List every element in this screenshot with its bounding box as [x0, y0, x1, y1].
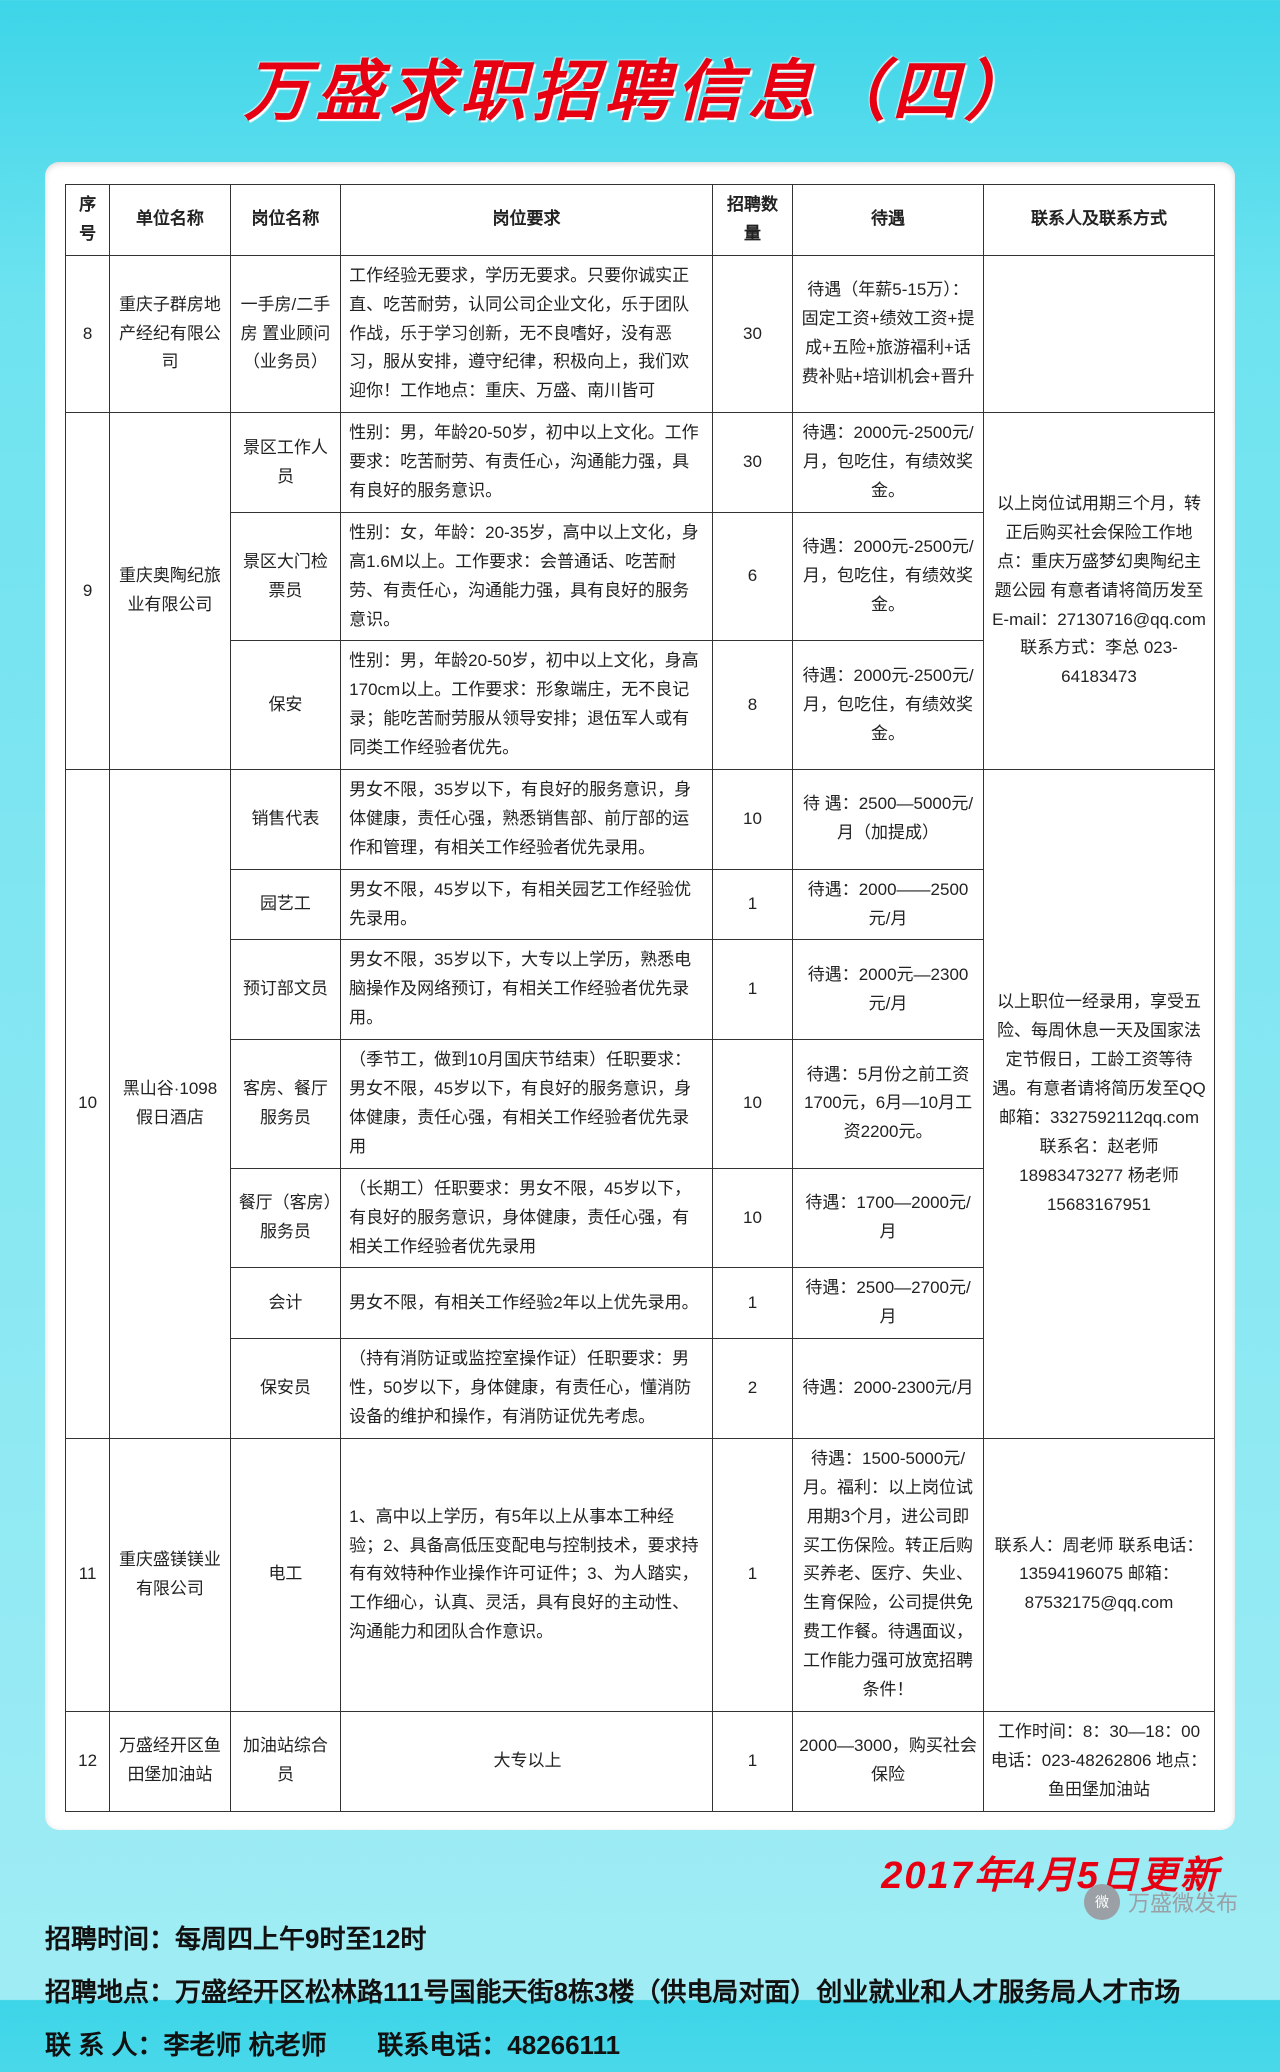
- cell-no: 8: [66, 255, 110, 412]
- cell-org: 重庆子群房地产经纪有限公司: [110, 255, 231, 412]
- cell-post: 园艺工: [230, 869, 340, 940]
- cell-org: 重庆奥陶纪旅业有限公司: [110, 413, 231, 770]
- cell-contact: [983, 255, 1214, 412]
- watermark-text: 万盛微发布: [1128, 1886, 1238, 1918]
- cell-treat: 待遇：2500—2700元/月: [793, 1268, 984, 1339]
- cell-treat: 待遇：2000-2300元/月: [793, 1339, 984, 1439]
- footer-line-contact: 联 系 人：李老师 杭老师 联系电话：48266111: [45, 2019, 1235, 2072]
- cell-req: 男女不限，35岁以下，有良好的服务意识，身体健康，责任心强，熟悉销售部、前厅部的…: [341, 770, 713, 870]
- cell-post: 加油站综合员: [230, 1711, 340, 1811]
- cell-treat: 待遇：2000元—2300元/月: [793, 940, 984, 1040]
- header-row: 序号 单位名称 岗位名称 岗位要求 招聘数量 待遇 联系人及联系方式: [66, 185, 1215, 256]
- cell-treat: 待遇：2000——2500元/月: [793, 869, 984, 940]
- cell-post: 景区大门检票员: [230, 512, 340, 641]
- cell-req: （长期工）任职要求：男女不限，45岁以下，有良好的服务意识，身体健康，责任心强，…: [341, 1168, 713, 1268]
- cell-count: 1: [712, 940, 792, 1040]
- cell-treat: 待 遇：2500—5000元/月（加提成）: [793, 770, 984, 870]
- cell-count: 1: [712, 1268, 792, 1339]
- footer-line-addr: 招聘地点：万盛经开区松林路111号国能天街8栋3楼（供电局对面）创业就业和人才服…: [45, 1966, 1235, 2019]
- table-row: 8 重庆子群房地产经纪有限公司 一手房/二手房 置业顾问（业务员） 工作经验无要…: [66, 255, 1215, 412]
- cell-post: 销售代表: [230, 770, 340, 870]
- cell-org: 万盛经开区鱼田堡加油站: [110, 1711, 231, 1811]
- cell-req: 工作经验无要求，学历无要求。只要你诚实正直、吃苦耐劳，认同公司企业文化，乐于团队…: [341, 255, 713, 412]
- page-title: 万盛求职招聘信息（四）: [0, 0, 1280, 162]
- table-row: 12 万盛经开区鱼田堡加油站 加油站综合员 大专以上 1 2000—3000，购…: [66, 1711, 1215, 1811]
- cell-treat: 待遇（年薪5-15万）：固定工资+绩效工资+提成+五险+旅游福利+话费补贴+培训…: [793, 255, 984, 412]
- cell-treat: 待遇：2000元-2500元/月，包吃住，有绩效奖金。: [793, 641, 984, 770]
- cell-post: 一手房/二手房 置业顾问（业务员）: [230, 255, 340, 412]
- cell-req: （季节工，做到10月国庆节结束）任职要求：男女不限，45岁以下，有良好的服务意识…: [341, 1040, 713, 1169]
- cell-count: 6: [712, 512, 792, 641]
- cell-req: 大专以上: [341, 1711, 713, 1811]
- cell-req: 性别：男，年龄20-50岁，初中以上文化，身高170cm以上。工作要求：形象端庄…: [341, 641, 713, 770]
- cell-treat: 待遇：1500-5000元/月。福利：以上岗位试用期3个月，进公司即买工伤保险。…: [793, 1438, 984, 1711]
- cell-treat: 待遇：1700—2000元/月: [793, 1168, 984, 1268]
- h-count: 招聘数量: [712, 185, 792, 256]
- footer-contact-person: 联 系 人：李老师 杭老师: [45, 2030, 327, 2060]
- watermark: 微 万盛微发布: [1084, 1884, 1238, 1920]
- table-row: 10 黑山谷·1098假日酒店 销售代表 男女不限，35岁以下，有良好的服务意识…: [66, 770, 1215, 870]
- cell-treat: 2000—3000，购买社会保险: [793, 1711, 984, 1811]
- cell-contact: 以上岗位试用期三个月，转正后购买社会保险工作地点：重庆万盛梦幻奥陶纪主题公园 有…: [983, 413, 1214, 770]
- cell-contact: 联系人：周老师 联系电话：13594196075 邮箱：87532175@qq.…: [983, 1438, 1214, 1711]
- cell-req: 男女不限，有相关工作经验2年以上优先录用。: [341, 1268, 713, 1339]
- h-post: 岗位名称: [230, 185, 340, 256]
- h-no: 序号: [66, 185, 110, 256]
- cell-count: 10: [712, 1040, 792, 1169]
- cell-no: 10: [66, 770, 110, 1439]
- footer-info: 招聘时间：每周四上午9时至12时 招聘地点：万盛经开区松林路111号国能天街8栋…: [0, 1907, 1280, 2072]
- cell-req: 性别：女，年龄：20-35岁，高中以上文化，身高1.6M以上。工作要求：会普通话…: [341, 512, 713, 641]
- cell-count: 1: [712, 1711, 792, 1811]
- cell-post: 会计: [230, 1268, 340, 1339]
- cell-count: 8: [712, 641, 792, 770]
- table-row: 9 重庆奥陶纪旅业有限公司 景区工作人员 性别：男，年龄20-50岁，初中以上文…: [66, 413, 1215, 513]
- h-org: 单位名称: [110, 185, 231, 256]
- footer-line-time: 招聘时间：每周四上午9时至12时: [45, 1913, 1235, 1966]
- wechat-icon: 微: [1084, 1884, 1120, 1920]
- cell-count: 1: [712, 869, 792, 940]
- cell-post: 电工: [230, 1438, 340, 1711]
- cell-post: 保安: [230, 641, 340, 770]
- cell-no: 11: [66, 1438, 110, 1711]
- cell-post: 预订部文员: [230, 940, 340, 1040]
- cell-req: 1、高中以上学历，有5年以上从事本工种经验；2、具备高低压变配电与控制技术，要求…: [341, 1438, 713, 1711]
- table-row: 11 重庆盛镁镁业有限公司 电工 1、高中以上学历，有5年以上从事本工种经验；2…: [66, 1438, 1215, 1711]
- cell-post: 餐厅（客房）服务员: [230, 1168, 340, 1268]
- h-contact: 联系人及联系方式: [983, 185, 1214, 256]
- cell-count: 30: [712, 413, 792, 513]
- cell-post: 客房、餐厅服务员: [230, 1040, 340, 1169]
- cell-count: 2: [712, 1339, 792, 1439]
- cell-count: 10: [712, 770, 792, 870]
- h-treat: 待遇: [793, 185, 984, 256]
- cell-contact: 以上职位一经录用，享受五险、每周休息一天及国家法定节假日，工龄工资等待遇。有意者…: [983, 770, 1214, 1439]
- cell-treat: 待遇：5月份之前工资1700元，6月—10月工资2200元。: [793, 1040, 984, 1169]
- cell-count: 1: [712, 1438, 792, 1711]
- cell-post: 景区工作人员: [230, 413, 340, 513]
- recruit-table: 序号 单位名称 岗位名称 岗位要求 招聘数量 待遇 联系人及联系方式 8 重庆子…: [65, 184, 1215, 1812]
- cell-treat: 待遇：2000元-2500元/月，包吃住，有绩效奖金。: [793, 413, 984, 513]
- cell-req: 性别：男，年龄20-50岁，初中以上文化。工作要求：吃苦耐劳、有责任心，沟通能力…: [341, 413, 713, 513]
- cell-req: 男女不限，35岁以下，大专以上学历，熟悉电脑操作及网络预订，有相关工作经验者优先…: [341, 940, 713, 1040]
- cell-treat: 待遇：2000元-2500元/月，包吃住，有绩效奖金。: [793, 512, 984, 641]
- cell-req: 男女不限，45岁以下，有相关园艺工作经验优先录用。: [341, 869, 713, 940]
- cell-req: （持有消防证或监控室操作证）任职要求：男性，50岁以下，身体健康，有责任心，懂消…: [341, 1339, 713, 1439]
- h-req: 岗位要求: [341, 185, 713, 256]
- cell-org: 重庆盛镁镁业有限公司: [110, 1438, 231, 1711]
- cell-org: 黑山谷·1098假日酒店: [110, 770, 231, 1439]
- cell-contact: 工作时间：8：30—18：00 电话：023-48262806 地点：鱼田堡加油…: [983, 1711, 1214, 1811]
- cell-post: 保安员: [230, 1339, 340, 1439]
- cell-no: 9: [66, 413, 110, 770]
- table-panel: 序号 单位名称 岗位名称 岗位要求 招聘数量 待遇 联系人及联系方式 8 重庆子…: [45, 162, 1235, 1830]
- cell-no: 12: [66, 1711, 110, 1811]
- cell-count: 10: [712, 1168, 792, 1268]
- cell-count: 30: [712, 255, 792, 412]
- footer-contact-phone: 联系电话：48266111: [377, 2030, 620, 2060]
